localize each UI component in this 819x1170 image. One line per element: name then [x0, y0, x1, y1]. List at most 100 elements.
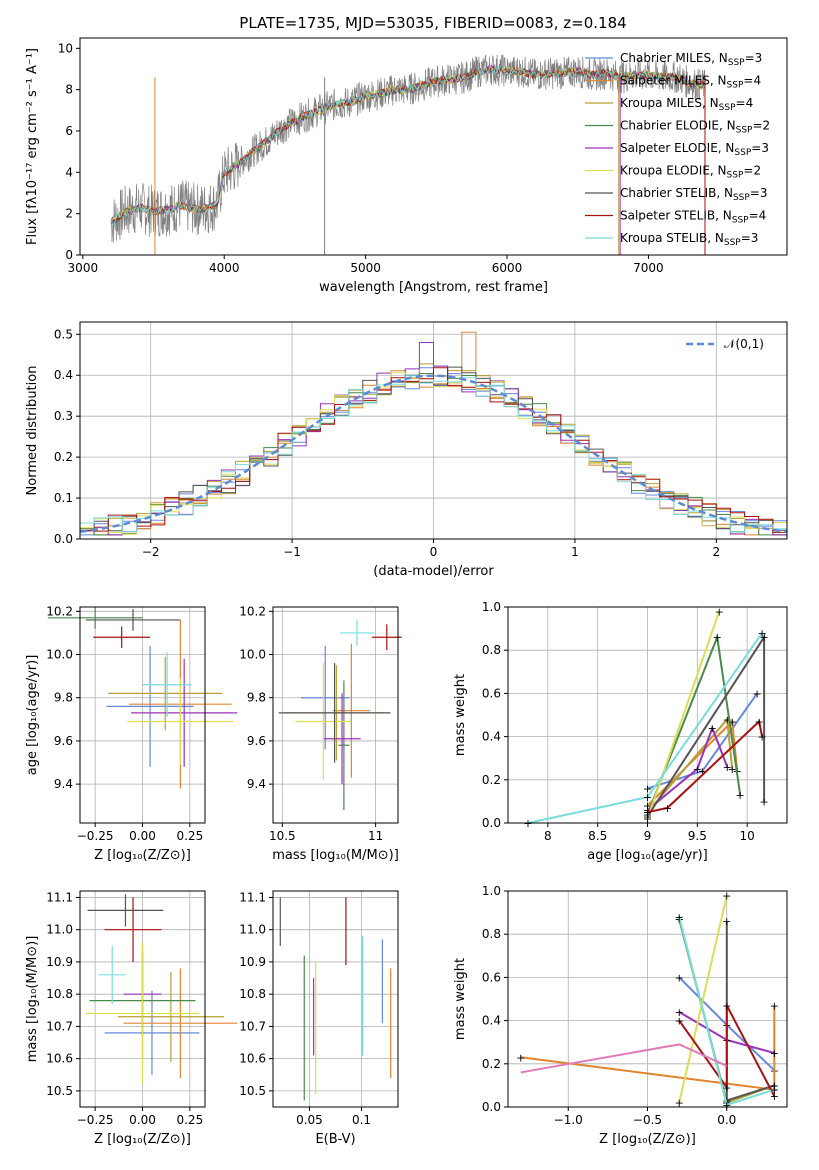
- mass_vs_ebv-panel: 0.05 0.1 10.5 10.6 10.7 10.8 10.9 11.0 11.1 E(B-V…: [239, 890, 399, 1147]
- weight-marker: +: [643, 813, 652, 826]
- spectrum-model-line: [110, 65, 706, 226]
- y-tick-label: 10.9: [46, 955, 73, 969]
- weight-series-line: [647, 692, 758, 790]
- x-tick-label: 4000: [209, 261, 240, 275]
- weight-marker: +: [643, 800, 652, 813]
- legend-label: Chabrier MILES, NSSP=3: [620, 51, 762, 68]
- y-tick-label: 10.7: [239, 1019, 266, 1033]
- weight-marker: +: [757, 627, 766, 640]
- weight_vs_age-plot: ++++++++++++++++++++++ ++++++: [523, 605, 768, 830]
- weight-marker: +: [770, 1084, 779, 1097]
- y-tick-label: 9.6: [247, 734, 266, 748]
- weight-series-line: [646, 725, 729, 811]
- normal-curve: [79, 374, 788, 534]
- spectrum-plot: [110, 54, 706, 255]
- weight-marker: +: [723, 761, 732, 774]
- legend-label: Kroupa ELODIE, NSSP=2: [620, 164, 761, 181]
- weight-series-line: [646, 633, 742, 815]
- y-tick-label: 1.0: [482, 884, 501, 898]
- legend-label: Chabrier ELODIE, NSSP=2: [620, 119, 770, 136]
- age_vs_mass-panel: 10.5 11 9.4 9.6 9.8 10.0 10.2 mass [log₁₀(M/M⊙)…: [239, 604, 402, 863]
- y-tick-label: 0.4: [482, 1014, 501, 1028]
- weight-marker: +: [675, 1015, 684, 1028]
- y-tick-label: 8: [65, 83, 73, 97]
- y-tick-label: 10.6: [46, 1052, 73, 1066]
- spectrum-panel: 3000 4000 5000 6000 7000 0 2 4 6 8 10 wavelength [A…: [25, 37, 788, 295]
- spectrum-ylabel: Flux [fλ10⁻¹⁷ erg cm⁻² s⁻¹ A⁻¹]: [25, 48, 40, 245]
- weight-marker: +: [770, 1079, 779, 1092]
- y-tick-label: 0.0: [54, 532, 73, 546]
- weight-marker: +: [643, 811, 652, 824]
- y-tick-label: 11.0: [46, 923, 73, 937]
- weight-marker: +: [722, 915, 731, 928]
- mass_vs_Z-panel: −0.25 0.00 0.25 10.5 10.6 10.7 10.8 10.9 11.0 11.…: [25, 890, 238, 1147]
- x-tick-label: 8: [544, 829, 552, 843]
- weight-marker: +: [643, 782, 652, 795]
- y-tick-label: 9.8: [54, 691, 73, 705]
- legend-label: Kroupa STELIB, NSSP=3: [620, 231, 758, 248]
- weight-series-line: [527, 632, 763, 824]
- weight-marker: +: [693, 763, 702, 776]
- x-tick-label: 2: [712, 545, 720, 559]
- y-tick-label: 0.2: [54, 450, 73, 464]
- weight-marker: +: [708, 722, 717, 735]
- weight-series-line: [646, 716, 734, 813]
- y-tick-label: 0.6: [482, 686, 501, 700]
- weight-series-line: [646, 633, 766, 818]
- weight-marker: +: [722, 999, 731, 1012]
- y-tick-label: 10.7: [46, 1019, 73, 1033]
- residuals-ylabel: Normed distribution: [25, 366, 40, 496]
- y-tick-label: 0.0: [482, 1100, 501, 1114]
- weight-marker: +: [643, 804, 652, 817]
- mass_vs_ebv-grid: [273, 891, 398, 1107]
- x-tick-label: 8.5: [588, 829, 607, 843]
- y-tick-label: 0.3: [54, 409, 73, 423]
- y-tick-label: 0.4: [482, 730, 501, 744]
- weight_vs_age-panel: ++++++++++++++++++++++ ++++++8 8.5 9 9.5 10 0.…: [453, 600, 788, 863]
- y-tick-label: 10.8: [46, 987, 73, 1001]
- x-tick-label: 5000: [350, 261, 381, 275]
- weight-series-line: [647, 719, 764, 814]
- page-title: PLATE=1735, MJD=53035, FIBERID=0083, z=0…: [239, 14, 626, 32]
- weight-marker: +: [736, 789, 745, 802]
- weight_vs_Z-plot: ++++++++++++++++++++++++++: [516, 889, 779, 1112]
- x-tick-label: 0.00: [129, 1113, 156, 1127]
- residuals-xlabel: (data-model)/error: [373, 564, 494, 579]
- y-tick-label: 0: [65, 248, 73, 262]
- x-tick-label: 10: [740, 829, 755, 843]
- residuals-plot: [79, 331, 788, 536]
- weight_vs_Z-grid: [508, 890, 787, 1108]
- x-tick-label: 1: [571, 545, 579, 559]
- x-tick-label: 7000: [633, 261, 664, 275]
- weight-marker: +: [516, 1051, 525, 1064]
- weight-series-line: [678, 895, 728, 1103]
- y-tick-label: 9.4: [247, 777, 266, 791]
- weight-marker: +: [770, 1047, 779, 1060]
- y-tick-label: 9.8: [247, 691, 266, 705]
- weight-series-line: [678, 916, 775, 1107]
- spectrum-model-line: [110, 65, 706, 225]
- age_vs_Z-panel: −0.25 0.00 0.25 9.4 9.6 9.8 10.0 10.2 Z [log₁₀(Z…: [25, 604, 238, 863]
- age_vs_Z-plot: [47, 607, 238, 789]
- x-tick-label: 0.25: [176, 829, 203, 843]
- x-tick-label: −1.0: [554, 1113, 583, 1127]
- weight_vs_Z-xlabel: Z [log₁₀(Z/Z⊙)]: [599, 1132, 696, 1147]
- y-tick-label: 10.0: [239, 648, 266, 662]
- x-tick-label: 0.05: [296, 1113, 323, 1127]
- y-tick-label: 10.2: [239, 604, 266, 618]
- legend-label: Kroupa MILES, NSSP=4: [620, 96, 753, 113]
- x-tick-label: 3000: [68, 261, 99, 275]
- age_vs_Z-grid: [80, 607, 205, 823]
- y-tick-label: 10.8: [239, 987, 266, 1001]
- mass_vs_Z-xlabel: Z [log₁₀(Z/Z⊙)]: [94, 1132, 191, 1147]
- legend-label: Salpeter MILES, NSSP=4: [620, 74, 761, 91]
- y-tick-label: 0.6: [482, 970, 501, 984]
- weight-series-line: [646, 719, 739, 807]
- weight-marker: +: [728, 763, 737, 776]
- weight-marker: +: [752, 687, 761, 700]
- spectrum-xlabel: wavelength [Angstrom, rest frame]: [319, 280, 548, 295]
- weight-marker: +: [698, 765, 707, 778]
- x-tick-label: −0.25: [77, 1113, 114, 1127]
- y-tick-label: 11.1: [46, 890, 73, 904]
